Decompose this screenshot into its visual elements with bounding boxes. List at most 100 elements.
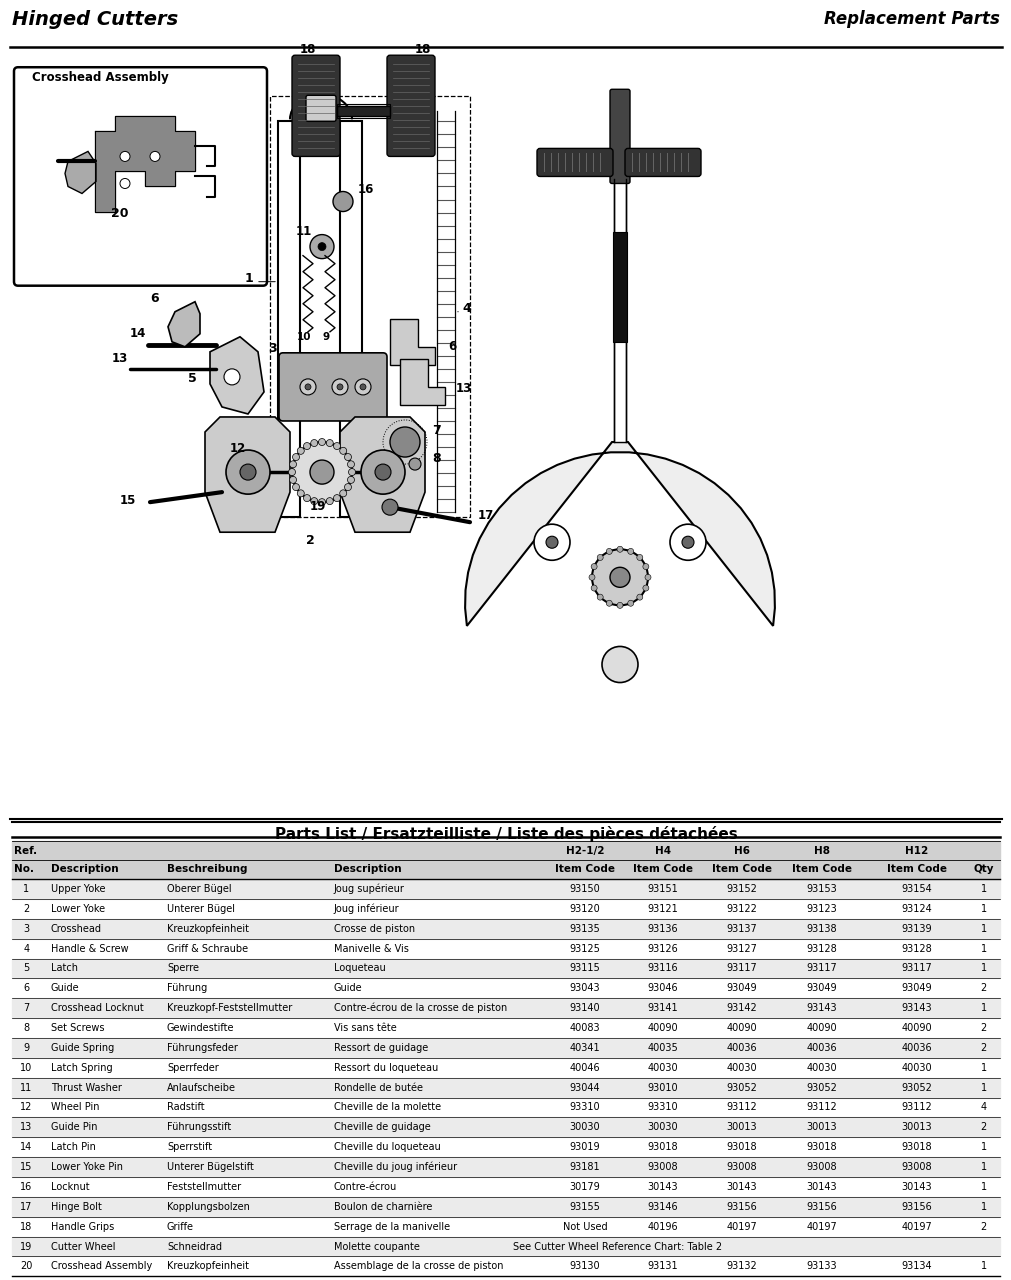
Text: 93153: 93153 [806, 884, 836, 893]
FancyBboxPatch shape [14, 68, 267, 285]
Text: Upper Yoke: Upper Yoke [51, 884, 105, 893]
FancyBboxPatch shape [305, 95, 336, 122]
Text: Ressort de guidage: Ressort de guidage [334, 1043, 428, 1053]
Circle shape [610, 567, 630, 588]
Circle shape [642, 563, 648, 570]
Circle shape [309, 460, 334, 484]
Circle shape [299, 379, 315, 396]
Text: Item Code: Item Code [791, 864, 851, 874]
Circle shape [289, 476, 296, 484]
Circle shape [310, 498, 317, 504]
Circle shape [644, 575, 650, 580]
Text: Manivelle & Vis: Manivelle & Vis [334, 943, 408, 954]
Text: 1: 1 [245, 271, 254, 284]
Text: 10: 10 [296, 332, 311, 342]
Text: Loqueteau: Loqueteau [334, 964, 385, 974]
Circle shape [333, 192, 353, 211]
Text: 93156: 93156 [726, 1202, 756, 1212]
Circle shape [375, 465, 390, 480]
Text: Contre-écrou: Contre-écrou [334, 1181, 396, 1192]
Text: See Cutter Wheel Reference Chart: Table 2: See Cutter Wheel Reference Chart: Table … [513, 1242, 721, 1252]
Text: Set Screws: Set Screws [51, 1023, 104, 1033]
Text: 4: 4 [462, 302, 470, 315]
Bar [12, 1157, 999, 1178]
Text: Latch Spring: Latch Spring [51, 1062, 112, 1073]
Circle shape [642, 585, 648, 591]
Text: 93128: 93128 [901, 943, 931, 954]
Polygon shape [210, 337, 264, 413]
Text: 93049: 93049 [806, 983, 836, 993]
Text: Anlaufscheibe: Anlaufscheibe [167, 1083, 236, 1093]
Circle shape [240, 465, 256, 480]
Text: 40197: 40197 [901, 1221, 931, 1231]
Text: 1: 1 [980, 1004, 986, 1014]
Text: 40035: 40035 [647, 1043, 677, 1053]
Text: 40090: 40090 [901, 1023, 931, 1033]
Text: 40036: 40036 [901, 1043, 931, 1053]
Text: Crosshead Assembly: Crosshead Assembly [32, 72, 169, 84]
Text: Lower Yoke Pin: Lower Yoke Pin [51, 1162, 122, 1172]
Circle shape [318, 499, 326, 506]
Text: 93152: 93152 [726, 884, 756, 893]
Circle shape [636, 554, 642, 561]
Text: Schneidrad: Schneidrad [167, 1242, 221, 1252]
Text: 9: 9 [23, 1043, 29, 1053]
Text: 93049: 93049 [726, 983, 756, 993]
Text: 93140: 93140 [569, 1004, 600, 1014]
Text: Item Code: Item Code [554, 864, 615, 874]
Text: Cheville de guidage: Cheville de guidage [334, 1123, 431, 1133]
Text: 93136: 93136 [647, 924, 677, 933]
Circle shape [150, 151, 160, 161]
Text: 40197: 40197 [726, 1221, 756, 1231]
Circle shape [309, 234, 334, 259]
Text: Lower Yoke: Lower Yoke [51, 904, 104, 914]
Bar [12, 1117, 999, 1138]
Polygon shape [168, 302, 200, 347]
Circle shape [627, 548, 633, 554]
Text: 16: 16 [20, 1181, 32, 1192]
Text: 18: 18 [20, 1221, 32, 1231]
Circle shape [590, 585, 596, 591]
Text: 10: 10 [20, 1062, 32, 1073]
Bar [614, 179, 626, 442]
Text: 40090: 40090 [806, 1023, 836, 1033]
Circle shape [334, 443, 340, 449]
Text: 5: 5 [188, 372, 196, 385]
Text: 93018: 93018 [806, 1142, 836, 1152]
Text: H8: H8 [813, 846, 829, 855]
Text: 1: 1 [980, 1062, 986, 1073]
Text: 16: 16 [358, 183, 374, 197]
Circle shape [348, 468, 355, 476]
Text: 15: 15 [20, 1162, 32, 1172]
Text: 93018: 93018 [726, 1142, 756, 1152]
Circle shape [120, 178, 129, 188]
Text: Item Code: Item Code [711, 864, 771, 874]
Text: Item Code: Item Code [632, 864, 693, 874]
Text: 2: 2 [980, 1221, 986, 1231]
Text: 93139: 93139 [901, 924, 931, 933]
Text: 6: 6 [150, 292, 159, 305]
Text: 40090: 40090 [726, 1023, 756, 1033]
Text: 2: 2 [23, 904, 29, 914]
Text: 5: 5 [23, 964, 29, 974]
Circle shape [681, 536, 694, 548]
Text: Crosshead Locknut: Crosshead Locknut [51, 1004, 144, 1014]
Text: 93127: 93127 [726, 943, 756, 954]
Text: 30143: 30143 [901, 1181, 931, 1192]
Text: 93008: 93008 [806, 1162, 836, 1172]
Text: 30013: 30013 [726, 1123, 756, 1133]
Circle shape [389, 428, 420, 457]
Bar [12, 841, 999, 879]
FancyBboxPatch shape [292, 55, 340, 156]
Text: 40030: 40030 [647, 1062, 677, 1073]
Text: Cheville du loqueteau: Cheville du loqueteau [334, 1142, 440, 1152]
Text: 93128: 93128 [806, 943, 836, 954]
Text: 30143: 30143 [647, 1181, 677, 1192]
Text: 93130: 93130 [569, 1261, 600, 1271]
Text: Führung: Führung [167, 983, 207, 993]
Text: Cheville du joug inférieur: Cheville du joug inférieur [334, 1162, 457, 1172]
Bar [12, 879, 999, 899]
Text: Wheel Pin: Wheel Pin [51, 1102, 99, 1112]
Circle shape [303, 494, 310, 502]
Circle shape [617, 603, 623, 608]
